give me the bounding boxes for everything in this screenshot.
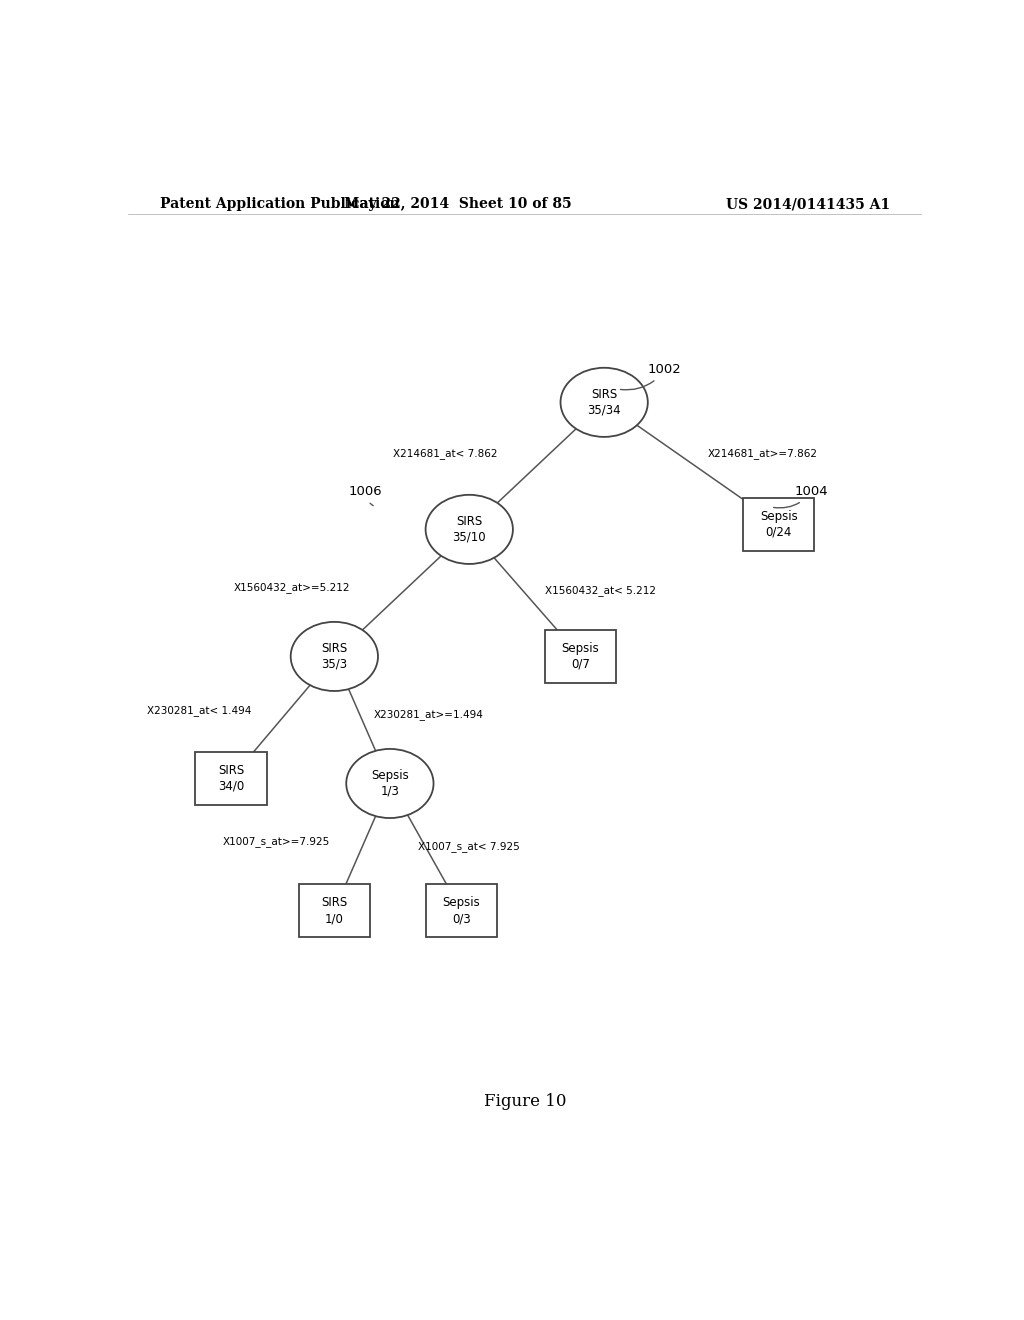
FancyBboxPatch shape xyxy=(299,884,370,937)
Text: X214681_at< 7.862: X214681_at< 7.862 xyxy=(392,447,497,458)
Text: Figure 10: Figure 10 xyxy=(483,1093,566,1110)
Text: Sepsis
0/3: Sepsis 0/3 xyxy=(442,896,480,925)
Text: X230281_at< 1.494: X230281_at< 1.494 xyxy=(146,705,251,715)
Text: X1007_s_at>=7.925: X1007_s_at>=7.925 xyxy=(223,836,331,847)
FancyBboxPatch shape xyxy=(196,752,267,805)
Text: US 2014/0141435 A1: US 2014/0141435 A1 xyxy=(726,197,890,211)
Text: 1006: 1006 xyxy=(348,486,382,506)
Text: SIRS
1/0: SIRS 1/0 xyxy=(322,896,347,925)
Text: Sepsis
1/3: Sepsis 1/3 xyxy=(371,770,409,799)
Text: SIRS
34/0: SIRS 34/0 xyxy=(218,764,245,793)
Text: 1002: 1002 xyxy=(621,363,682,389)
Text: X1007_s_at< 7.925: X1007_s_at< 7.925 xyxy=(418,841,519,851)
Text: Sepsis
0/24: Sepsis 0/24 xyxy=(760,510,798,539)
Text: Patent Application Publication: Patent Application Publication xyxy=(160,197,399,211)
Text: X1560432_at< 5.212: X1560432_at< 5.212 xyxy=(545,585,655,595)
FancyBboxPatch shape xyxy=(426,884,497,937)
Ellipse shape xyxy=(560,368,648,437)
Text: X230281_at>=1.494: X230281_at>=1.494 xyxy=(374,709,484,719)
Text: Sepsis
0/7: Sepsis 0/7 xyxy=(561,642,599,671)
Text: 1004: 1004 xyxy=(773,486,828,508)
Text: X1560432_at>=5.212: X1560432_at>=5.212 xyxy=(233,582,350,593)
Text: X214681_at>=7.862: X214681_at>=7.862 xyxy=(708,447,817,458)
Ellipse shape xyxy=(291,622,378,690)
Text: SIRS
35/3: SIRS 35/3 xyxy=(322,642,347,671)
FancyBboxPatch shape xyxy=(743,498,814,550)
Text: SIRS
35/10: SIRS 35/10 xyxy=(453,515,486,544)
Text: SIRS
35/34: SIRS 35/34 xyxy=(588,388,621,417)
Ellipse shape xyxy=(426,495,513,564)
FancyBboxPatch shape xyxy=(545,630,616,682)
Ellipse shape xyxy=(346,748,433,818)
Text: May 22, 2014  Sheet 10 of 85: May 22, 2014 Sheet 10 of 85 xyxy=(343,197,571,211)
